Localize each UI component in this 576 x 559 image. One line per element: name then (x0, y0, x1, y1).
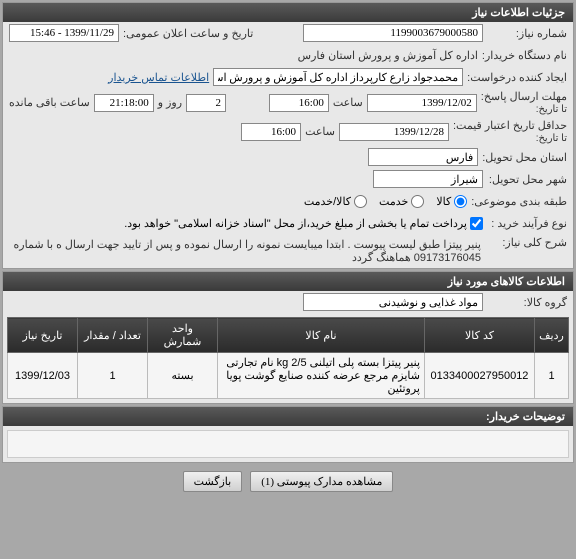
remaining-time-input[interactable] (94, 94, 154, 112)
col-row: ردیف (535, 318, 569, 353)
radio-goods[interactable]: کالا (436, 195, 467, 208)
general-title-text: پنیر پیتزا طبق لیست پیوست . ابتدا میبایس… (9, 236, 483, 266)
min-credit-date-input[interactable] (339, 123, 449, 141)
cell-name: پنیر پیتزا بسته پلی اتیلنی kg 2/5 نام تج… (218, 353, 425, 399)
cell-row: 1 (535, 353, 569, 399)
general-title-label: شرح کلی نیاز: (487, 236, 567, 249)
goods-panel: اطلاعات کالاهای مورد نیاز گروه کالا: ردی… (2, 271, 574, 404)
group-label: گروه کالا: (487, 296, 567, 309)
col-name: نام کالا (218, 318, 425, 353)
time-label-2: ساعت (305, 125, 335, 138)
radio-service[interactable]: خدمت (379, 195, 424, 208)
table-row: 10133400027950012پنیر پیتزا بسته پلی اتی… (8, 353, 569, 399)
cell-unit: بسته (148, 353, 218, 399)
col-qty: تعداد / مقدار (78, 318, 148, 353)
deadline-label: مهلت ارسال پاسخ: تا تاریخ: (481, 90, 567, 115)
budget-label: طبقه بندی موضوعی: (471, 195, 567, 208)
min-credit-time-input[interactable] (241, 123, 301, 141)
day-label: روز و (158, 96, 182, 109)
contact-link[interactable]: اطلاعات تماس خریدار (108, 71, 209, 84)
treasury-checkbox[interactable]: پرداخت تمام یا بخشی از مبلغ خرید،از محل … (124, 217, 483, 230)
footer-buttons: مشاهده مدارک پیوستی (1) بازگشت (0, 465, 576, 498)
radio-goods-service[interactable]: کالا/خدمت (304, 195, 367, 208)
panel-title: جزئیات اطلاعات نیاز (3, 3, 573, 22)
remaining-label: ساعت باقی مانده (9, 96, 90, 109)
table-header-row: ردیف کد کالا نام کالا واحد شمارش تعداد /… (8, 318, 569, 353)
deadline-date-input[interactable] (367, 94, 477, 112)
col-unit: واحد شمارش (148, 318, 218, 353)
buyer-notes-title: توضیحات خریدار: (3, 407, 573, 426)
min-credit-label: حداقل تاریخ اعتبار قیمت: تا تاریخ: (453, 119, 567, 144)
day-count-input[interactable] (186, 94, 226, 112)
buyer-label: نام دستگاه خریدار: (482, 49, 567, 62)
announce-input[interactable] (9, 24, 119, 42)
buy-process-label: نوع فرآیند خرید : (487, 217, 567, 230)
announce-label: تاریخ و ساعت اعلان عمومی: (123, 27, 253, 40)
buyer-notes-box (7, 430, 569, 458)
cell-date: 1399/12/03 (8, 353, 78, 399)
col-code: کد کالا (425, 318, 535, 353)
prov-input[interactable] (368, 148, 478, 166)
need-no-label: شماره نیاز: (487, 27, 567, 40)
buyer-value: اداره کل آموزش و پرورش استان فارس (298, 49, 478, 62)
cell-code: 0133400027950012 (425, 353, 535, 399)
deadline-time-input[interactable] (269, 94, 329, 112)
time-label-1: ساعت (333, 96, 363, 109)
creator-label: ایجاد کننده درخواست: (467, 71, 567, 84)
city-label: شهر محل تحویل: (487, 173, 567, 186)
prov-label: استان محل تحویل: (482, 151, 567, 164)
cell-qty: 1 (78, 353, 148, 399)
goods-table: ردیف کد کالا نام کالا واحد شمارش تعداد /… (7, 317, 569, 399)
need-no-input[interactable] (303, 24, 483, 42)
group-input[interactable] (303, 293, 483, 311)
back-button[interactable]: بازگشت (183, 471, 243, 492)
creator-input[interactable] (213, 68, 463, 86)
goods-panel-title: اطلاعات کالاهای مورد نیاز (3, 272, 573, 291)
need-info-panel: جزئیات اطلاعات نیاز شماره نیاز: تاریخ و … (2, 2, 574, 269)
budget-radio-group: کالا خدمت کالا/خدمت (304, 195, 467, 208)
city-input[interactable] (373, 170, 483, 188)
view-attachments-button[interactable]: مشاهده مدارک پیوستی (1) (250, 471, 393, 492)
col-date: تاریخ نیاز (8, 318, 78, 353)
buyer-notes-panel: توضیحات خریدار: (2, 406, 574, 463)
